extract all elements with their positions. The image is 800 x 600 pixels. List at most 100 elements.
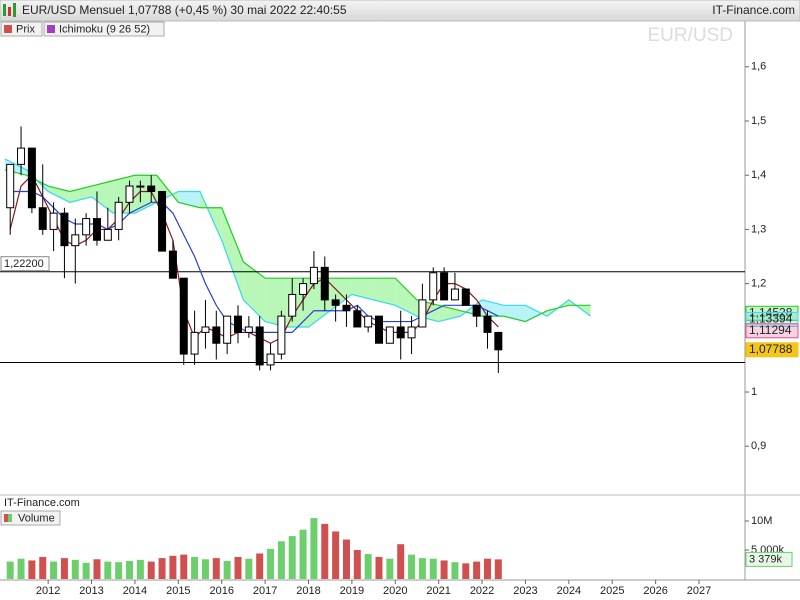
- candle-body: [353, 310, 362, 328]
- volume-bar: [332, 531, 340, 579]
- candle-body: [331, 299, 340, 306]
- volume-bar: [147, 561, 155, 579]
- legend-swatch: [8, 514, 12, 522]
- volume-bar: [17, 558, 25, 579]
- volume-bar: [50, 561, 58, 579]
- volume-bar: [321, 523, 329, 579]
- x-tick-label: 2027: [687, 585, 711, 597]
- volume-bar: [473, 561, 481, 579]
- candle-body: [266, 353, 275, 366]
- candle-body: [396, 326, 405, 339]
- candle-body: [418, 299, 427, 328]
- volume-bar: [212, 558, 220, 579]
- candle-body: [92, 218, 101, 241]
- volume-bar: [115, 562, 123, 579]
- volume-bar: [245, 558, 253, 579]
- candle-body: [342, 304, 351, 312]
- volume-bar: [256, 553, 264, 579]
- volume-bar: [136, 559, 144, 579]
- volume-bar: [201, 559, 209, 579]
- candle-body: [158, 190, 167, 252]
- x-tick-label: 2017: [253, 585, 277, 597]
- volume-bar: [234, 556, 242, 579]
- candle-body: [472, 304, 481, 317]
- price-label-box: [745, 311, 799, 327]
- indicator-line: [9, 174, 499, 344]
- volume-bar: [60, 558, 68, 579]
- legend-box: [43, 21, 165, 37]
- volume-bar: [440, 560, 448, 579]
- candle-body: [60, 212, 69, 247]
- y-tick-label: 1,6: [751, 61, 766, 73]
- candle-body: [103, 228, 112, 241]
- icon: [13, 3, 16, 17]
- volume-bar: [451, 562, 459, 579]
- candle-body: [6, 163, 15, 209]
- volume-bar: [418, 558, 426, 579]
- price-label-box: [745, 342, 799, 358]
- legend-label: Ichimoku (9 26 52): [59, 23, 150, 35]
- y-tick-label: 1,4: [751, 169, 766, 181]
- volume-bar: [310, 518, 318, 579]
- price-label-box: [745, 323, 799, 339]
- candle-body: [179, 277, 188, 355]
- candle-body: [375, 315, 384, 344]
- volume-bar: [342, 539, 350, 579]
- x-tick-label: 2021: [426, 585, 450, 597]
- volume-bar: [288, 536, 296, 579]
- volume-bar: [353, 549, 361, 579]
- cloud-fill: [351, 278, 374, 300]
- y-tick-label: 1,5: [751, 115, 766, 127]
- volume-bar: [126, 561, 134, 579]
- volume-bar: [375, 556, 383, 579]
- candle-body: [190, 331, 199, 355]
- volume-bar: [397, 544, 405, 579]
- candle-body: [114, 201, 123, 230]
- candle-body: [38, 207, 47, 230]
- volume-label-box: [745, 551, 793, 567]
- indicator-line: [10, 190, 499, 333]
- header-bar: [0, 0, 800, 22]
- volume-bar: [364, 554, 372, 579]
- x-tick-label: 2018: [296, 585, 320, 597]
- volume-bar: [223, 561, 231, 579]
- legend-label: Volume: [18, 512, 55, 524]
- candle-body: [277, 315, 286, 355]
- volume-bar: [429, 558, 437, 579]
- x-tick-label: 2026: [643, 585, 667, 597]
- icon: [3, 4, 6, 16]
- volume-label: 3 379k: [749, 553, 783, 565]
- y-tick-label: 0,9: [751, 440, 766, 452]
- level-label: 1,22200: [4, 258, 44, 270]
- cloud-fill: [525, 305, 548, 322]
- x-tick-label: 2023: [513, 585, 537, 597]
- x-tick-label: 2014: [123, 585, 147, 597]
- candle-body: [212, 326, 221, 344]
- candle-body: [147, 185, 156, 192]
- candle-body: [49, 212, 58, 230]
- candle-body: [168, 250, 177, 279]
- candle-body: [364, 315, 373, 328]
- volume-bar: [169, 555, 177, 579]
- legend-swatch: [4, 25, 12, 33]
- volume-bar: [386, 558, 394, 579]
- cloud-fill: [243, 261, 266, 322]
- x-tick-label: 2020: [383, 585, 407, 597]
- cloud-fill: [395, 278, 417, 317]
- x-tick-label: 2025: [600, 585, 624, 597]
- candle-body: [320, 266, 329, 301]
- candle-body: [223, 315, 232, 344]
- candle-body: [233, 315, 242, 333]
- volume-bar: [39, 556, 47, 579]
- volume-bar: [267, 548, 275, 579]
- chart-title: EUR/USD Mensuel 1,07788 (+0,45 %) 30 mai…: [22, 3, 347, 17]
- y-tick-label: 1: [751, 386, 757, 398]
- candle-body: [440, 272, 449, 301]
- x-tick-label: 2012: [36, 585, 60, 597]
- candle-body: [125, 185, 134, 203]
- candle-body: [429, 272, 438, 301]
- candle-body: [461, 288, 470, 306]
- source: IT-Finance.com: [712, 3, 795, 17]
